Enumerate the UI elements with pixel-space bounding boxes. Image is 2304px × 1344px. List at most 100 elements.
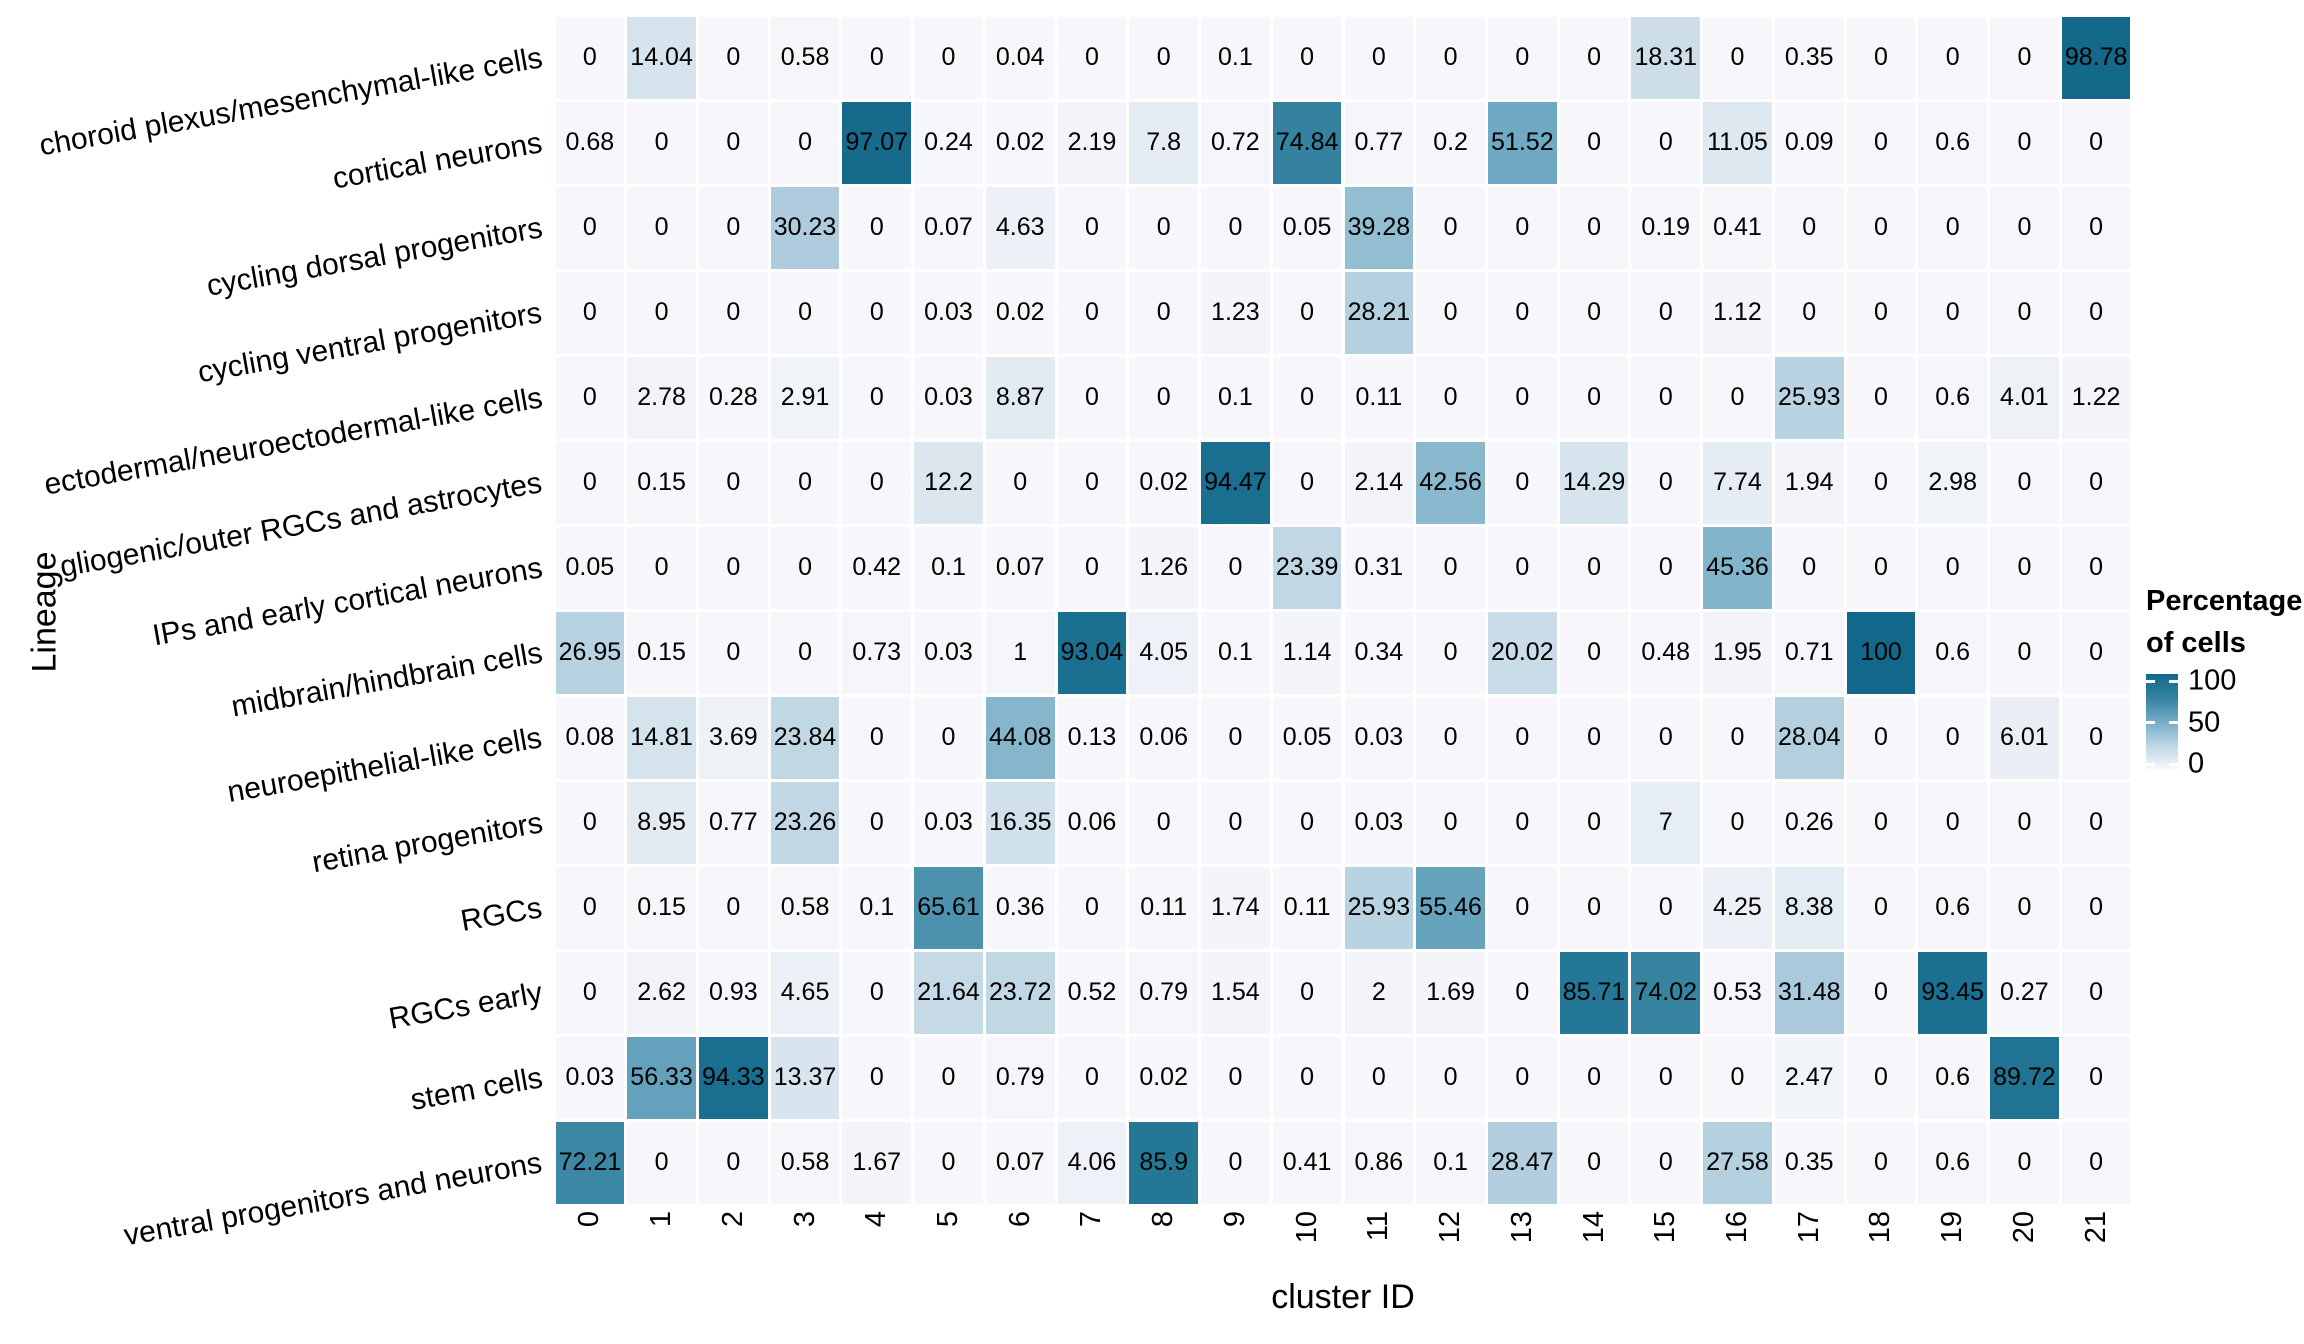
heatmap-cell: 0.1: [1201, 611, 1270, 694]
legend-colorbar: 100 50 0: [2146, 665, 2236, 780]
heatmap-cell: 0: [1416, 1036, 1485, 1119]
heatmap-cell: 0: [1272, 271, 1342, 354]
heatmap-cell: 0.1: [842, 866, 912, 949]
x-axis-label: 15: [1649, 1211, 1682, 1244]
heatmap-cell: 0: [1631, 1036, 1701, 1119]
x-axis-label: 19: [1936, 1211, 1969, 1244]
heatmap-cell: 0.73: [842, 611, 912, 694]
heatmap-cell: 0.03: [1344, 781, 1414, 864]
heatmap-cell: 4.25: [1703, 866, 1772, 949]
heatmap-cell: 0: [1057, 356, 1127, 439]
heatmap-cell: 28.21: [1344, 271, 1414, 354]
heatmap-cell: 0: [1129, 186, 1199, 269]
legend-title: Percentage of cells: [2146, 580, 2304, 664]
heatmap-cell: 0: [1416, 696, 1485, 779]
heatmap-cell: 0: [1703, 16, 1772, 99]
x-axis-label: 9: [1218, 1211, 1251, 1228]
heatmap-cell: 0: [1201, 696, 1270, 779]
heatmap-cell: 39.28: [1344, 186, 1414, 269]
heatmap-cell: 0: [1918, 781, 1988, 864]
heatmap-cell: 0: [627, 186, 696, 269]
heatmap-cell: 0: [914, 1036, 983, 1119]
heatmap-cell: 0: [1416, 781, 1485, 864]
heatmap-cell: 97.07: [842, 101, 912, 184]
heatmap-cell: 1.12: [1703, 271, 1772, 354]
heatmap-cell: 0.71: [1774, 611, 1844, 694]
heatmap-cell: 94.33: [698, 1036, 768, 1119]
heatmap-cell: 0: [842, 441, 912, 524]
heatmap-cell: 0.03: [914, 271, 983, 354]
heatmap-cell: 0.07: [985, 1121, 1055, 1204]
x-axis-label: 3: [788, 1211, 821, 1228]
heatmap-cell: 0: [1487, 16, 1557, 99]
x-axis-label: 18: [1864, 1211, 1897, 1244]
heatmap-cell: 0: [1703, 356, 1772, 439]
heatmap-cell: 0: [1774, 271, 1844, 354]
heatmap-cell: 0: [2061, 1036, 2131, 1119]
heatmap-cell: 74.84: [1272, 101, 1342, 184]
heatmap-cell: 0.11: [1272, 866, 1342, 949]
heatmap-cell: 4.05: [1129, 611, 1199, 694]
heatmap-cell: 0.15: [627, 866, 696, 949]
heatmap-cell: 0.6: [1918, 866, 1988, 949]
heatmap-cell: 0: [1559, 866, 1629, 949]
heatmap-cell: 0.6: [1918, 1121, 1988, 1204]
heatmap-cell: 21.64: [914, 951, 983, 1034]
heatmap-cell: 0: [1129, 271, 1199, 354]
heatmap-cell: 0: [1487, 951, 1557, 1034]
heatmap-cell: 0: [1990, 186, 2059, 269]
y-axis-label: cycling ventral progenitors: [195, 295, 545, 389]
heatmap-cell: 0: [1416, 356, 1485, 439]
heatmap-cell: 4.01: [1990, 356, 2059, 439]
x-axis-label: 16: [1720, 1211, 1753, 1244]
heatmap-cell: 0.31: [1344, 526, 1414, 609]
heatmap-cell: 0.08: [555, 696, 625, 779]
heatmap-cell: 0: [555, 356, 625, 439]
heatmap-cell: 0: [698, 866, 768, 949]
y-axis-label: RGCs: [458, 890, 545, 938]
heatmap-grid: 0 14.04 0 0.58 0 0 0.04 0 0 0.1 0 0 0 0 0 18.31 0 0.35 0 0 0…: [554, 15, 2132, 1205]
heatmap-cell: 0: [1272, 1036, 1342, 1119]
heatmap-cell: 1.67: [842, 1121, 912, 1204]
heatmap-cell: 14.29: [1559, 441, 1629, 524]
heatmap-cell: 0.77: [1344, 101, 1414, 184]
heatmap-cell: 23.84: [770, 696, 840, 779]
heatmap-cell: 0: [770, 101, 840, 184]
heatmap-cell: 0: [698, 611, 768, 694]
heatmap-cell: 0.41: [1703, 186, 1772, 269]
heatmap-cell: 0: [698, 1121, 768, 1204]
heatmap-cell: 0: [842, 951, 912, 1034]
heatmap-cell: 0: [914, 696, 983, 779]
heatmap-cell: 18.31: [1631, 16, 1701, 99]
heatmap-cell: 0.36: [985, 866, 1055, 949]
heatmap-cell: 23.72: [985, 951, 1055, 1034]
heatmap-cell: 0: [1631, 696, 1701, 779]
heatmap-cell: 0.03: [914, 356, 983, 439]
heatmap-cell: 0.2: [1416, 101, 1485, 184]
heatmap-cell: 0: [1487, 781, 1557, 864]
y-axis-label: cycling dorsal progenitors: [204, 210, 545, 303]
heatmap-cell: 0: [1990, 781, 2059, 864]
heatmap-cell: 0: [1201, 781, 1270, 864]
legend-tick: [2146, 762, 2155, 766]
heatmap-cell: 0: [1487, 866, 1557, 949]
heatmap-cell: 0: [2061, 441, 2131, 524]
heatmap-cell: 0: [1559, 101, 1629, 184]
heatmap-cell: 0: [2061, 101, 2131, 184]
heatmap-cell: 0: [698, 271, 768, 354]
heatmap-cell: 0.15: [627, 611, 696, 694]
heatmap-cell: 0: [698, 101, 768, 184]
heatmap-cell: 0: [1846, 1121, 1916, 1204]
heatmap-cell: 0.02: [1129, 1036, 1199, 1119]
y-axis-label: RGCs early: [386, 975, 545, 1036]
heatmap-cell: 0: [1990, 611, 2059, 694]
heatmap-cell: 26.95: [555, 611, 625, 694]
heatmap-cell: 0.1: [1201, 356, 1270, 439]
heatmap-cell: 0: [1201, 186, 1270, 269]
heatmap-cell: 8.87: [985, 356, 1055, 439]
heatmap-cell: 0.93: [698, 951, 768, 1034]
heatmap-cell: 0: [555, 186, 625, 269]
heatmap-cell: 0: [1631, 866, 1701, 949]
heatmap-cell: 0: [1703, 781, 1772, 864]
heatmap-cell: 0: [1559, 526, 1629, 609]
